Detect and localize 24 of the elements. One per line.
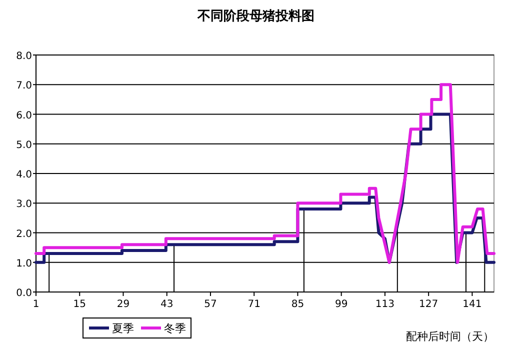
title: 不同阶段母猪投料图 <box>198 9 314 24</box>
y-tick-label: 7.0 <box>16 80 32 92</box>
y-tick-label: 0.0 <box>16 288 32 299</box>
x-tick-label: 15 <box>73 299 86 310</box>
y-tick-label: 4.0 <box>16 170 32 180</box>
x-tick-label: 113 <box>375 299 394 310</box>
y-tick-label: 6.0 <box>16 110 32 122</box>
x-tick-label: 141 <box>462 299 482 310</box>
x-tick-label: 29 <box>116 299 130 310</box>
legend-label: 冬季 <box>164 322 186 335</box>
x-tick-label: 71 <box>248 299 260 310</box>
y-tick-label: 3.0 <box>16 199 32 210</box>
x-tick-label: 85 <box>291 299 304 310</box>
legend-label: 夏季 <box>112 322 134 335</box>
y-tick-label: 1.0 <box>16 258 32 270</box>
x-tick-label: 127 <box>419 299 438 310</box>
x-tick-label: 57 <box>204 299 217 310</box>
y-tick-label: 8.0 <box>16 51 32 62</box>
x-tick-label: 99 <box>334 299 348 310</box>
x-tick-label: 43 <box>160 299 174 310</box>
x-axis-title: 配种后时间（天） <box>406 330 494 343</box>
y-tick-label: 5.0 <box>16 140 32 151</box>
y-tick-label: 2.0 <box>16 228 32 240</box>
x-tick-label: 1 <box>32 299 40 310</box>
